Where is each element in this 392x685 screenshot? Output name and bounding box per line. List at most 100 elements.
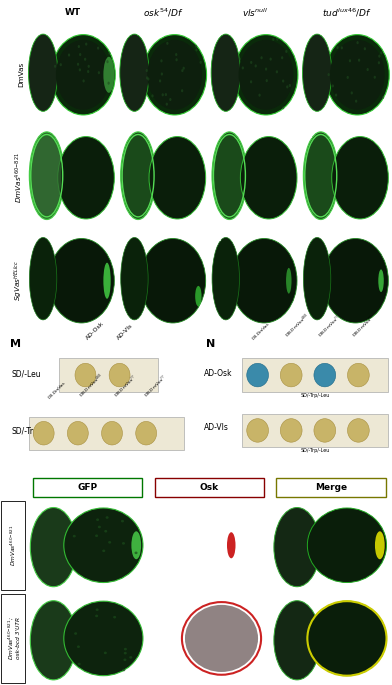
Text: I: I bbox=[30, 234, 34, 243]
Text: $osk^{54}/Df$: $osk^{54}/Df$ bbox=[143, 7, 184, 19]
Ellipse shape bbox=[176, 58, 178, 62]
Ellipse shape bbox=[134, 551, 138, 554]
Ellipse shape bbox=[349, 59, 351, 62]
Ellipse shape bbox=[181, 69, 183, 72]
Ellipse shape bbox=[195, 45, 197, 48]
Ellipse shape bbox=[285, 50, 287, 53]
Ellipse shape bbox=[77, 645, 80, 648]
Ellipse shape bbox=[195, 49, 198, 51]
Ellipse shape bbox=[122, 669, 125, 671]
Text: K: K bbox=[213, 234, 220, 243]
Ellipse shape bbox=[30, 601, 76, 680]
Ellipse shape bbox=[348, 419, 369, 443]
Text: AD-Vls: AD-Vls bbox=[204, 423, 229, 432]
Text: H: H bbox=[304, 132, 312, 140]
Ellipse shape bbox=[29, 132, 64, 219]
FancyBboxPatch shape bbox=[276, 478, 386, 497]
Ellipse shape bbox=[355, 99, 357, 103]
Ellipse shape bbox=[239, 58, 241, 60]
Ellipse shape bbox=[266, 79, 268, 82]
Text: $tud^{lux46}/Df$: $tud^{lux46}/Df$ bbox=[321, 7, 371, 19]
Ellipse shape bbox=[314, 363, 336, 387]
Ellipse shape bbox=[332, 136, 388, 219]
Text: D: D bbox=[304, 29, 312, 38]
Ellipse shape bbox=[175, 53, 177, 56]
Ellipse shape bbox=[32, 137, 62, 214]
Ellipse shape bbox=[378, 61, 380, 64]
Ellipse shape bbox=[96, 519, 99, 521]
Text: DB-DmVas$^{460}$: DB-DmVas$^{460}$ bbox=[283, 312, 312, 340]
Ellipse shape bbox=[166, 42, 169, 45]
Ellipse shape bbox=[282, 106, 284, 110]
Ellipse shape bbox=[33, 421, 54, 445]
Ellipse shape bbox=[103, 57, 114, 92]
Text: SD/-Trp/-Leu: SD/-Trp/-Leu bbox=[300, 449, 330, 453]
Ellipse shape bbox=[79, 68, 81, 71]
Text: L: L bbox=[304, 234, 310, 243]
Ellipse shape bbox=[68, 53, 70, 57]
Ellipse shape bbox=[73, 535, 76, 538]
Text: DB-DmVas$^{460}$: DB-DmVas$^{460}$ bbox=[78, 371, 107, 400]
Ellipse shape bbox=[332, 84, 334, 88]
Text: $vls^{null}$: $vls^{null}$ bbox=[242, 7, 268, 19]
Ellipse shape bbox=[124, 648, 127, 651]
Ellipse shape bbox=[149, 136, 206, 219]
Ellipse shape bbox=[95, 614, 98, 617]
Ellipse shape bbox=[29, 34, 58, 112]
Text: Merge: Merge bbox=[315, 483, 347, 492]
Ellipse shape bbox=[303, 132, 338, 219]
Ellipse shape bbox=[303, 34, 332, 112]
Ellipse shape bbox=[270, 58, 272, 61]
Ellipse shape bbox=[200, 61, 202, 64]
Ellipse shape bbox=[95, 534, 98, 537]
Ellipse shape bbox=[98, 525, 101, 528]
Ellipse shape bbox=[250, 61, 252, 64]
Ellipse shape bbox=[303, 238, 331, 320]
Ellipse shape bbox=[380, 51, 383, 54]
Ellipse shape bbox=[162, 93, 164, 97]
Text: S: S bbox=[153, 597, 160, 606]
FancyBboxPatch shape bbox=[154, 478, 264, 497]
Ellipse shape bbox=[212, 238, 240, 320]
Text: DmVas$^{460\mathdefault{-}821}$;
osk-bcd 3'UTR: DmVas$^{460\mathdefault{-}821}$; osk-bcd… bbox=[6, 616, 21, 660]
Text: SgVas$^{HELIcc}$: SgVas$^{HELIcc}$ bbox=[12, 260, 25, 301]
Ellipse shape bbox=[314, 419, 336, 443]
Text: Q: Q bbox=[275, 503, 283, 512]
Ellipse shape bbox=[181, 89, 183, 92]
Ellipse shape bbox=[211, 34, 240, 112]
Ellipse shape bbox=[54, 65, 56, 68]
Ellipse shape bbox=[307, 601, 387, 675]
FancyBboxPatch shape bbox=[33, 478, 142, 497]
Ellipse shape bbox=[367, 68, 369, 71]
Ellipse shape bbox=[64, 508, 143, 582]
Ellipse shape bbox=[274, 601, 320, 680]
Ellipse shape bbox=[136, 421, 156, 445]
Ellipse shape bbox=[350, 91, 353, 95]
Ellipse shape bbox=[227, 532, 236, 558]
Text: DB-DmVas$^{??}$: DB-DmVas$^{??}$ bbox=[112, 373, 139, 400]
Ellipse shape bbox=[260, 56, 263, 60]
Ellipse shape bbox=[79, 53, 81, 56]
Text: G: G bbox=[213, 132, 220, 140]
Ellipse shape bbox=[74, 632, 77, 635]
Ellipse shape bbox=[335, 94, 337, 97]
Ellipse shape bbox=[121, 132, 156, 219]
FancyBboxPatch shape bbox=[1, 594, 25, 683]
Ellipse shape bbox=[272, 38, 274, 41]
Ellipse shape bbox=[104, 651, 107, 654]
Ellipse shape bbox=[378, 269, 384, 292]
Ellipse shape bbox=[286, 268, 292, 294]
Text: T: T bbox=[275, 597, 281, 606]
Ellipse shape bbox=[265, 68, 267, 71]
Ellipse shape bbox=[75, 363, 96, 387]
Ellipse shape bbox=[348, 363, 369, 387]
Ellipse shape bbox=[165, 93, 167, 96]
Ellipse shape bbox=[82, 79, 85, 82]
Ellipse shape bbox=[140, 238, 206, 323]
Ellipse shape bbox=[161, 73, 163, 75]
Ellipse shape bbox=[107, 82, 110, 85]
Ellipse shape bbox=[77, 63, 79, 66]
Text: DB-DmVas: DB-DmVas bbox=[47, 381, 66, 400]
Text: AD-Osk: AD-Osk bbox=[85, 321, 105, 340]
Ellipse shape bbox=[109, 363, 130, 387]
